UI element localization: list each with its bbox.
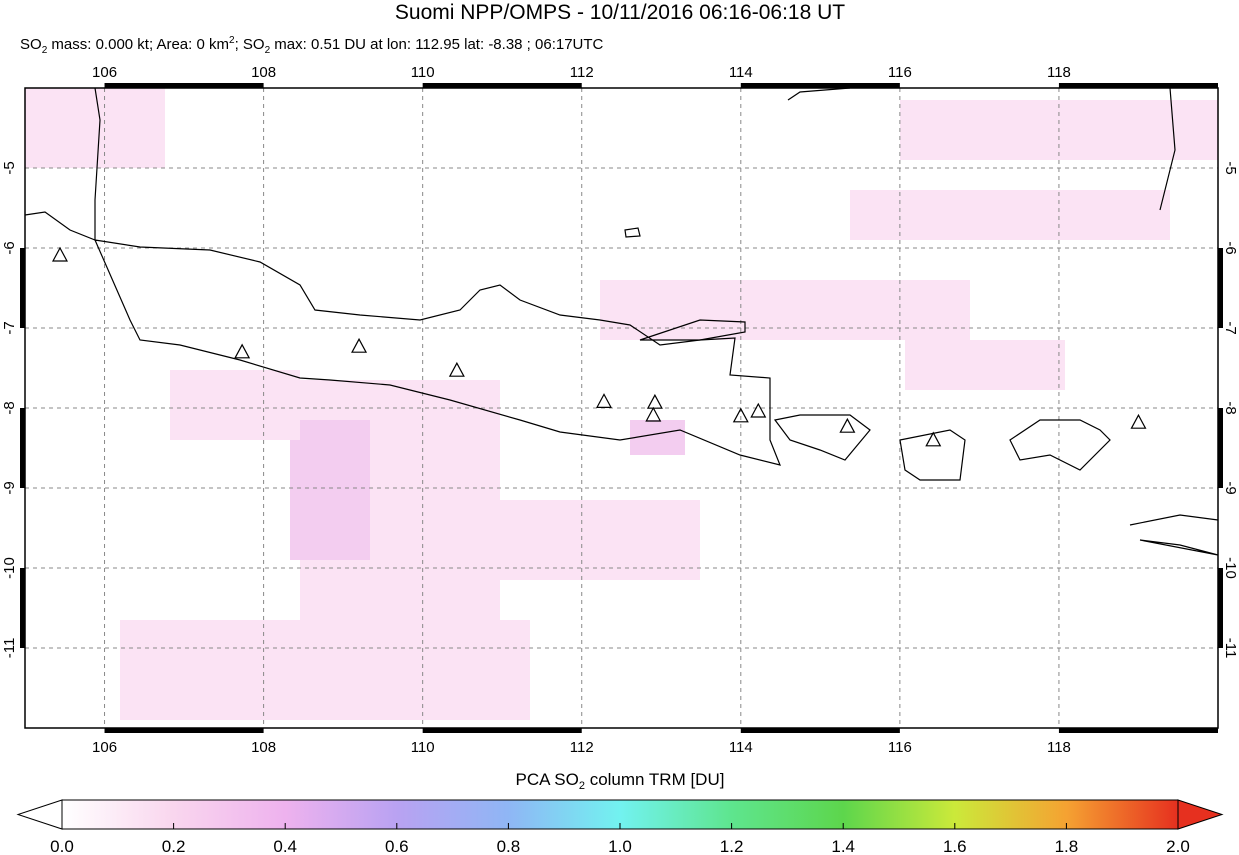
frame-bar <box>422 728 582 733</box>
colorbar-label-part: column TRM [DU] <box>585 770 725 789</box>
x-tick-label: 114 <box>729 64 753 81</box>
colorbar-tick-label: 1.6 <box>943 837 967 855</box>
y-tick-label: -11 <box>1222 638 1239 659</box>
volcano-marker <box>839 417 856 433</box>
x-tick-label: 114 <box>729 739 753 756</box>
frame-bar <box>422 83 582 88</box>
colorbar-extend-low <box>16 799 63 830</box>
colorbar-tick-label: 2.0 <box>1166 837 1190 855</box>
frame-bar <box>740 83 900 88</box>
frame-bar <box>740 728 900 733</box>
colorbar-tick-label: 0.2 <box>162 837 186 855</box>
volcano-marker <box>351 337 368 353</box>
y-tick-label: -9 <box>1 481 18 494</box>
x-tick-label: 110 <box>411 64 435 81</box>
y-tick-label: -9 <box>1222 481 1239 494</box>
x-tick-label: 112 <box>570 739 594 756</box>
colorbar-label-part: PCA SO <box>516 770 579 789</box>
colorbar-label-part: 2 <box>579 780 585 792</box>
volcano-marker <box>925 431 942 447</box>
subtitle-part: SO <box>20 36 42 53</box>
x-tick-label: 106 <box>92 64 117 81</box>
x-tick-label: 116 <box>888 64 912 81</box>
subtitle-part: ; SO <box>235 36 265 53</box>
volcano-marker <box>750 402 767 418</box>
y-tick-label: -7 <box>1 321 18 334</box>
title: Suomi NPP/OMPS - 10/11/2016 06:16-06:18 … <box>395 1 845 24</box>
x-tick-label: 116 <box>888 739 912 756</box>
volcano-marker <box>646 393 663 409</box>
colorbar-tick-label: 1.0 <box>608 837 632 855</box>
x-tick-label: 118 <box>1047 739 1071 756</box>
x-tick-label: 106 <box>92 739 117 756</box>
volcano-marker <box>595 393 613 408</box>
colorbar-tick-label: 0.6 <box>385 837 409 855</box>
frame-bar <box>20 568 25 648</box>
colorbar-extend-high <box>1177 799 1224 830</box>
colorbar-tick-label: 1.8 <box>1055 837 1079 855</box>
coastlines <box>24 87 1219 556</box>
colorbar-tick-label: 0.4 <box>273 837 297 855</box>
volcano-marker <box>732 407 749 423</box>
volcano-marker <box>234 343 251 359</box>
y-tick-label: -10 <box>1 557 18 579</box>
subtitle: SO2 mass: 0.000 kt; Area: 0 km2; SO2 max… <box>20 35 604 56</box>
y-tick-label: -6 <box>1222 241 1239 254</box>
colorbar-label: PCA SO2 column TRM [DU] <box>516 770 725 792</box>
y-tick-label: -10 <box>1222 557 1239 579</box>
x-tick-label: 110 <box>411 739 435 756</box>
frame-bar <box>20 408 25 488</box>
volcano-marker <box>51 246 68 262</box>
colorbar-tick-label: 0.0 <box>50 837 74 855</box>
subtitle-part: 2 <box>265 45 271 56</box>
colorbar-tick-label: 1.4 <box>831 837 855 855</box>
volcano-marker <box>1130 413 1147 429</box>
y-tick-label: -6 <box>1 241 18 254</box>
x-tick-label: 108 <box>251 739 276 756</box>
subtitle-part: mass: 0.000 kt; Area: 0 km <box>47 36 229 53</box>
frame-bar <box>104 83 264 88</box>
subtitle-part: 2 <box>42 45 48 56</box>
y-tick-label: -8 <box>1222 401 1239 414</box>
subtitle-part: 2 <box>229 35 235 46</box>
colorbar-tick-label: 1.2 <box>720 837 744 855</box>
x-tick-label: 118 <box>1047 64 1071 81</box>
volcano-marker <box>448 361 465 377</box>
frame-bar <box>20 248 25 328</box>
y-tick-label: -5 <box>1222 161 1239 174</box>
x-tick-label: 112 <box>570 64 594 81</box>
x-tick-label: 108 <box>251 64 276 81</box>
volcano-marker <box>645 406 662 422</box>
frame-bar <box>1218 568 1223 648</box>
colorbar-tick-label: 0.8 <box>497 837 521 855</box>
frame-bar <box>1218 408 1223 488</box>
y-tick-label: -11 <box>1 638 18 659</box>
y-tick-label: -7 <box>1222 321 1239 334</box>
so2-pixels <box>25 88 1218 720</box>
y-tick-label: -5 <box>1 161 18 174</box>
frame-bar <box>104 728 264 733</box>
frame-bar <box>1058 728 1218 733</box>
frame-bar <box>1058 83 1218 88</box>
y-tick-label: -8 <box>1 401 18 414</box>
frame-bar <box>1218 248 1223 328</box>
subtitle-part: max: 0.51 DU at lon: 112.95 lat: -8.38 ;… <box>270 36 603 53</box>
